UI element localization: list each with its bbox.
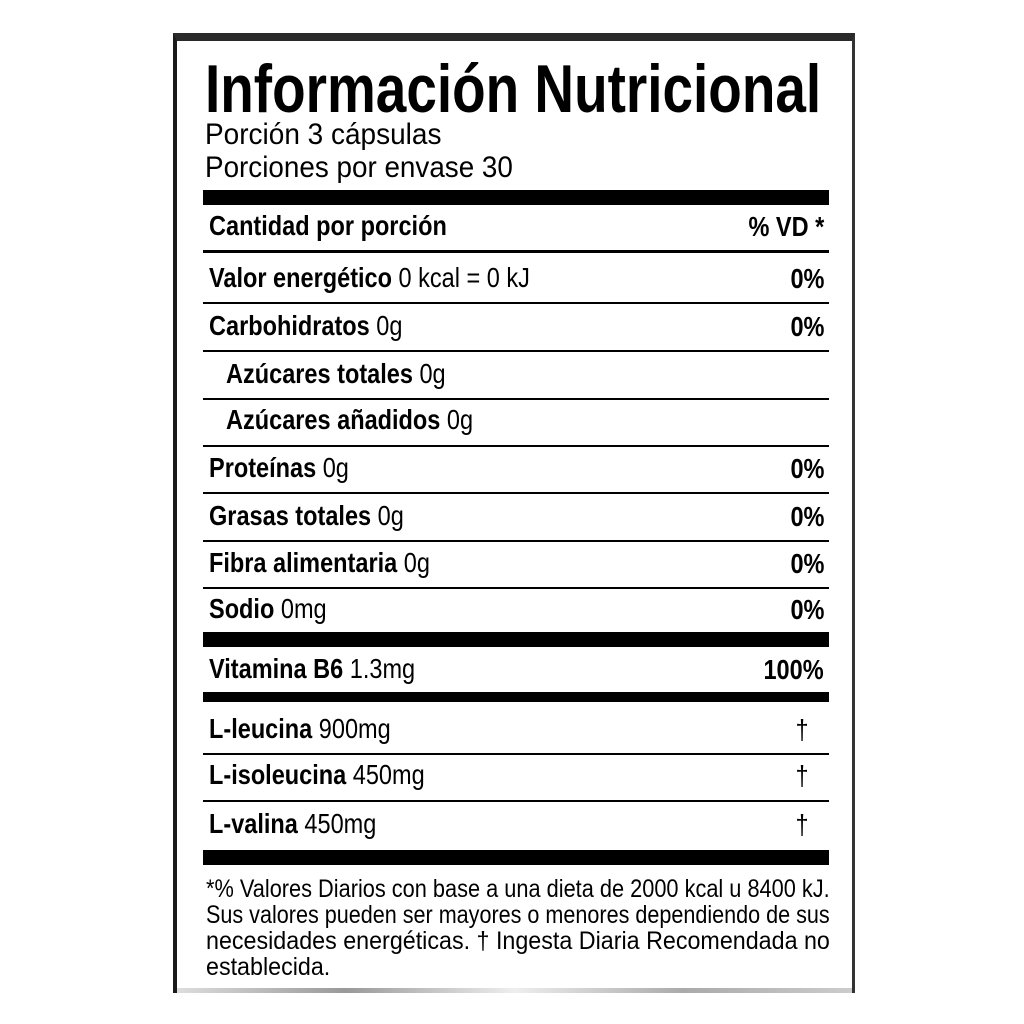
nutrient-amount: 0mg — [280, 593, 327, 624]
nutrient-row: Sodio 0mg — [209, 595, 327, 623]
nutrient-row: Valor energético 0 kcal = 0 kJ — [209, 264, 530, 292]
nutrient-name: Sodio — [209, 593, 275, 624]
nutrient-name: L-valina — [209, 808, 298, 839]
footnote-line: necesidades energéticas. † Ingesta Diari… — [206, 927, 830, 955]
divider — [203, 398, 829, 400]
nutrient-amount: 900mg — [318, 713, 391, 744]
thick-divider — [203, 190, 829, 205]
nutrient-name: Vitamina B6 — [209, 653, 344, 684]
nutrient-row: L-leucina 900mg — [209, 715, 391, 743]
divider — [203, 250, 829, 253]
daily-value: † — [795, 809, 809, 840]
daily-value: † — [795, 760, 809, 791]
divider — [203, 350, 829, 352]
nutrient-amount: 0g — [403, 547, 430, 578]
divider — [203, 302, 829, 304]
nutrient-row: Proteínas 0g — [209, 454, 349, 482]
nutrient-row: Azúcares totales 0g — [226, 360, 446, 388]
daily-value: 0% — [790, 263, 824, 294]
nutrient-name: Proteínas — [209, 452, 317, 483]
daily-value: 0% — [790, 594, 824, 625]
nutrient-name: Azúcares totales — [226, 358, 413, 389]
nutrient-amount: 0g — [419, 358, 446, 389]
daily-value: 0% — [790, 453, 824, 484]
nutrient-row: Fibra alimentaria 0g — [209, 549, 430, 577]
nutrient-amount: 1.3mg — [349, 653, 416, 684]
nutrient-row: L-isoleucina 450mg — [209, 761, 425, 789]
divider — [203, 753, 829, 755]
divider — [203, 692, 829, 702]
nutrient-name: Grasas totales — [209, 500, 372, 531]
amount-per-serving-heading: Cantidad por porción — [209, 210, 447, 241]
label-title: Información Nutricional — [205, 51, 822, 127]
divider — [203, 540, 829, 542]
servings-per-container: Porciones por envase 30 — [205, 151, 513, 184]
nutrient-row: Grasas totales 0g — [209, 502, 404, 530]
nutrient-amount: 0 kcal = 0 kJ — [398, 262, 530, 293]
daily-value: 0% — [790, 311, 824, 342]
daily-value: † — [795, 714, 809, 745]
thick-divider — [203, 850, 829, 865]
daily-value: 0% — [790, 501, 824, 532]
divider — [203, 445, 829, 447]
nutrient-name: Valor energético — [209, 262, 393, 293]
nutrient-row: L-valina 450mg — [209, 810, 376, 838]
nutrient-name: Azúcares añadidos — [226, 404, 441, 435]
nutrient-name: L-isoleucina — [209, 759, 347, 790]
footnote-line: Sus valores pueden ser mayores o menores… — [206, 901, 830, 929]
nutrient-row: Carbohidratos 0g — [209, 312, 402, 340]
nutrient-name: Carbohidratos — [209, 310, 370, 341]
footnote-line: *% Valores Diarios con base a una dieta … — [206, 875, 830, 903]
daily-value-heading: % VD * — [748, 211, 824, 242]
divider — [203, 800, 829, 802]
divider — [203, 632, 829, 647]
nutrient-amount: 450mg — [352, 759, 425, 790]
daily-value: 100% — [763, 654, 824, 685]
nutrient-amount: 0g — [376, 310, 403, 341]
nutrient-amount: 0g — [446, 404, 474, 435]
serving-size: Porción 3 cápsulas — [205, 118, 442, 151]
nutrient-amount: 0g — [322, 452, 349, 483]
nutrient-amount: 450mg — [304, 808, 377, 839]
divider — [203, 587, 829, 589]
footnote-line: establecida. — [206, 953, 331, 981]
daily-value: 0% — [790, 548, 824, 579]
divider — [203, 492, 829, 494]
nutrient-row: Vitamina B6 1.3mg — [209, 655, 415, 683]
nutrient-name: L-leucina — [209, 713, 313, 744]
nutrient-amount: 0g — [377, 500, 404, 531]
nutrient-row: Azúcares añadidos 0g — [226, 406, 473, 434]
nutrient-name: Fibra alimentaria — [209, 547, 398, 578]
